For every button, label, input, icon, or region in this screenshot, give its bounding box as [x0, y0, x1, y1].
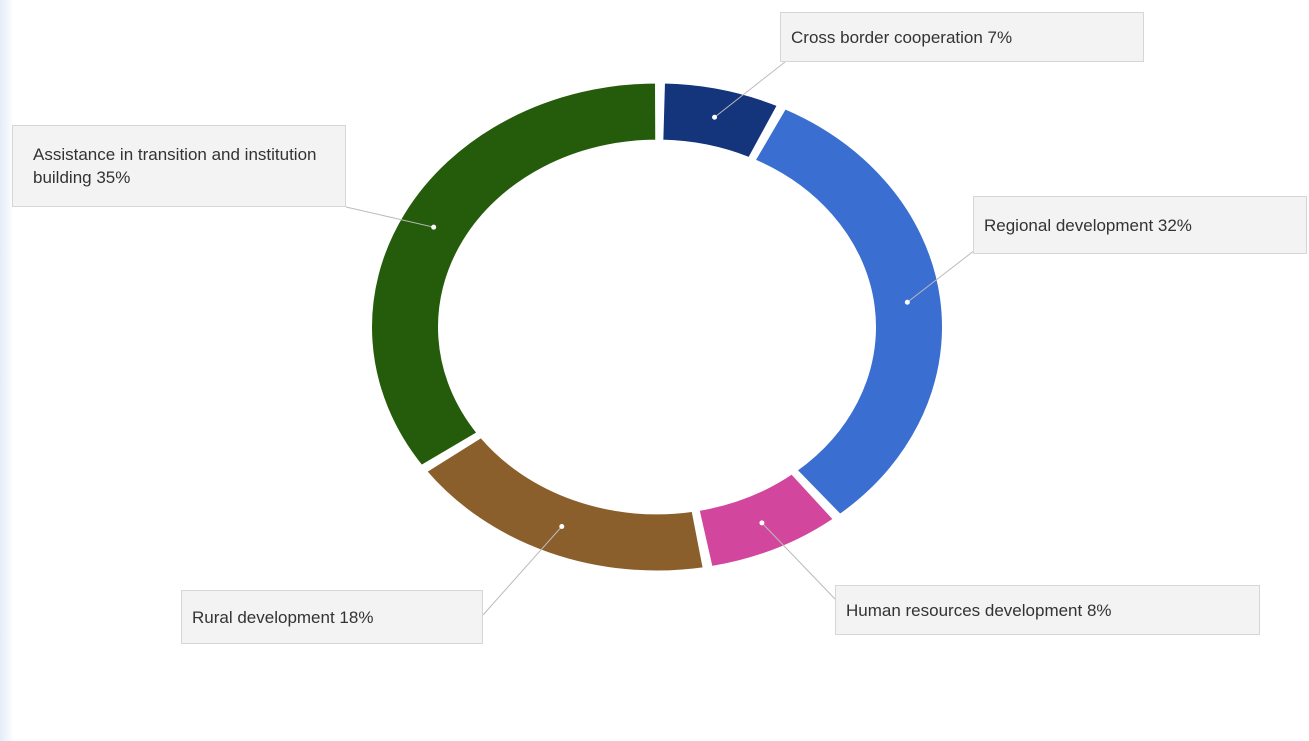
- leader-dot-regional-development: [904, 299, 910, 305]
- leader-line-cross-border-cooperation: [714, 61, 786, 118]
- leader-dot-cross-border-cooperation: [712, 114, 718, 120]
- slice-regional-development: [753, 107, 944, 517]
- leader-dot-human-resources-development: [759, 520, 765, 526]
- leader-dot-rural-development: [559, 523, 565, 529]
- background-edge: [0, 0, 14, 741]
- callout-rural-development: Rural development 18%: [181, 590, 483, 644]
- leader-line-rural-development: [482, 526, 563, 616]
- callout-assistance-in-transition: Assistance in transition and institution…: [12, 125, 346, 207]
- slice-rural-development: [424, 435, 705, 573]
- slice-cross-border-cooperation: [661, 81, 780, 160]
- slice-assistance-in-transition-and-institution-building: [370, 81, 658, 468]
- slices-layer: [370, 81, 944, 573]
- callout-cross-border-cooperation: Cross border cooperation 7%: [780, 12, 1144, 62]
- leader-line-regional-development: [907, 249, 976, 303]
- leader-line-human-resources-development: [761, 522, 837, 601]
- slice-human-resources-development: [697, 472, 836, 569]
- callout-regional-development: Regional development 32%: [973, 196, 1307, 254]
- leaders-layer: [345, 61, 976, 616]
- callout-human-resources-development: Human resources development 8%: [835, 585, 1260, 635]
- leader-dot-assistance-in-transition-and-institution-building: [431, 224, 437, 230]
- leader-line-assistance-in-transition-and-institution-building: [345, 206, 434, 228]
